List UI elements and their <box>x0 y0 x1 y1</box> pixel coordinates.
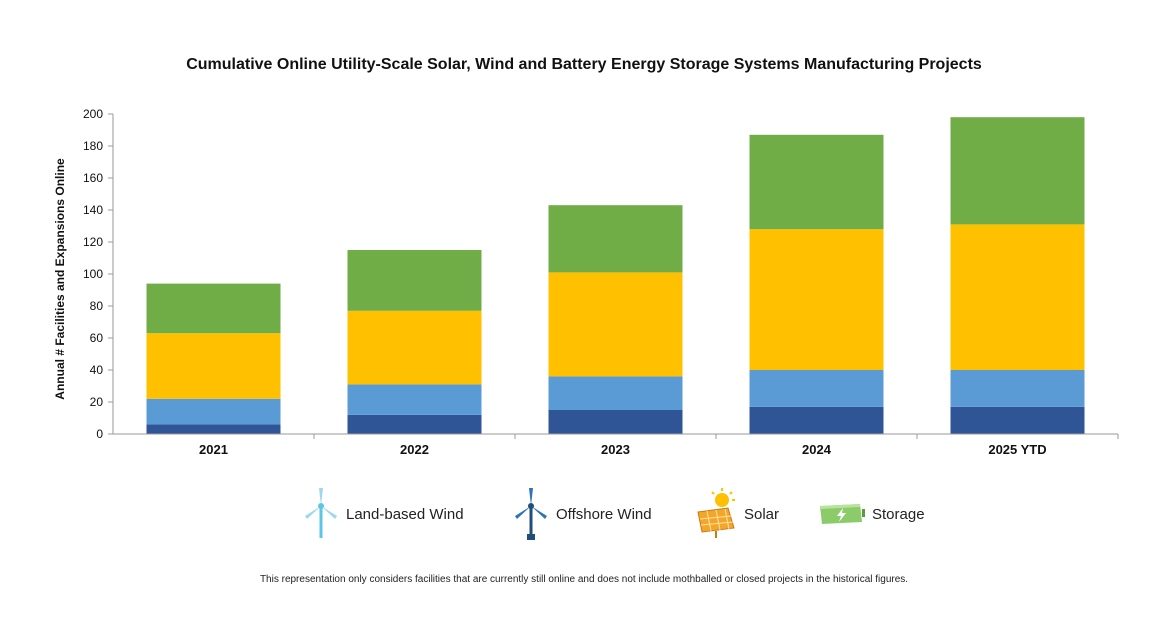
bar-stack-2024 <box>749 134 884 434</box>
battery-icon <box>820 504 865 524</box>
x-tick-label: 2023 <box>601 442 630 457</box>
bar-segment-solar <box>749 229 884 370</box>
bar-segment-offshore-wind <box>749 406 884 434</box>
bar-stack-2023 <box>548 205 683 434</box>
bar-segment-land-based-wind <box>749 370 884 407</box>
y-tick-label: 140 <box>83 203 103 217</box>
y-tick-label: 100 <box>83 267 103 281</box>
bar-segment-storage <box>950 117 1085 225</box>
legend-label: Land-based Wind <box>346 505 464 523</box>
y-tick-label: 20 <box>90 395 104 409</box>
x-tick-label: 2024 <box>802 442 832 457</box>
offshore-wind-turbine-icon <box>515 488 547 540</box>
bar-stack-2022 <box>347 250 482 434</box>
bar-stack-2021 <box>146 283 281 434</box>
footnote: This representation only considers facil… <box>259 574 909 585</box>
bar-segment-land-based-wind <box>347 384 482 415</box>
x-tick-label: 2025 YTD <box>988 442 1046 457</box>
bar-segment-offshore-wind <box>950 406 1085 434</box>
bar-segment-storage <box>548 205 683 273</box>
y-axis: 0 20 40 60 80 100 120 140 160 180 200 <box>83 107 114 441</box>
y-tick-label: 60 <box>90 331 104 345</box>
solar-panel-icon <box>697 488 735 538</box>
bar-segment-storage <box>347 250 482 311</box>
y-tick-label: 160 <box>83 171 103 185</box>
y-axis-label: Annual # Facilities and Expansions Onlin… <box>53 158 67 400</box>
x-tick-label: 2021 <box>199 442 228 457</box>
legend-label: Storage <box>872 505 925 523</box>
y-tick-label: 80 <box>90 299 104 313</box>
bar-segment-solar <box>347 310 482 385</box>
bar-segment-land-based-wind <box>548 376 683 410</box>
y-tick-label: 40 <box>90 363 104 377</box>
legend-item-solar: Solar <box>694 486 779 542</box>
legend-label: Solar <box>744 505 780 523</box>
stacked-bar-chart: 0 20 40 60 80 100 120 140 160 180 200 2021 2022 2023… <box>53 107 1119 457</box>
legend-item-offshore-wind: Offshore Wind <box>512 486 652 542</box>
legend-item-land-based-wind: Land-based Wind <box>302 486 464 542</box>
y-tick-label: 120 <box>83 235 103 249</box>
bar-segment-solar <box>146 333 281 399</box>
legend: Land-based Wind Offshore Wind <box>0 486 1168 542</box>
bar-segment-storage <box>146 283 281 334</box>
y-tick-label: 180 <box>83 139 103 153</box>
y-tick-label: 0 <box>96 427 103 441</box>
bars <box>146 117 1085 434</box>
bar-segment-storage <box>749 134 884 230</box>
bar-segment-solar <box>950 224 1085 370</box>
bar-segment-offshore-wind <box>146 424 281 434</box>
land-wind-turbine-icon <box>305 488 337 538</box>
x-tick-label: 2022 <box>400 442 429 457</box>
legend-label: Offshore Wind <box>556 505 652 523</box>
chart-title: Cumulative Online Utility-Scale Solar, W… <box>186 56 982 73</box>
bar-stack-2025-ytd <box>950 117 1085 434</box>
legend-item-storage: Storage <box>816 486 925 542</box>
bar-segment-land-based-wind <box>950 370 1085 407</box>
x-axis: 2021 2022 2023 2024 2025 YTD <box>113 433 1119 457</box>
bar-segment-offshore-wind <box>347 414 482 434</box>
y-tick-label: 200 <box>83 107 103 121</box>
bar-segment-offshore-wind <box>548 410 683 434</box>
bar-segment-solar <box>548 272 683 377</box>
bar-segment-land-based-wind <box>146 398 281 425</box>
